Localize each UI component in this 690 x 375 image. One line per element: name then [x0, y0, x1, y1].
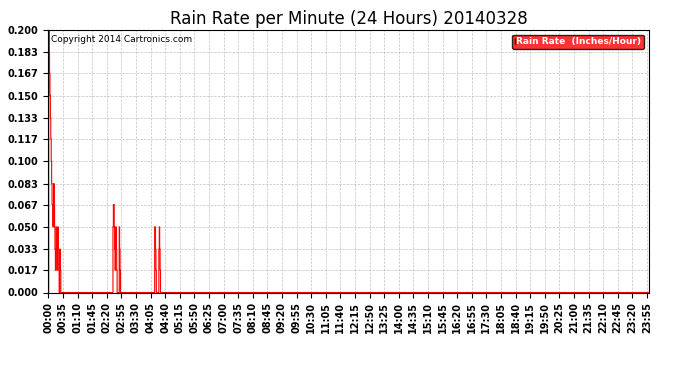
Legend: Rain Rate  (Inches/Hour): Rain Rate (Inches/Hour) — [512, 34, 644, 49]
Title: Rain Rate per Minute (24 Hours) 20140328: Rain Rate per Minute (24 Hours) 20140328 — [170, 10, 527, 28]
Text: Copyright 2014 Cartronics.com: Copyright 2014 Cartronics.com — [51, 35, 193, 44]
